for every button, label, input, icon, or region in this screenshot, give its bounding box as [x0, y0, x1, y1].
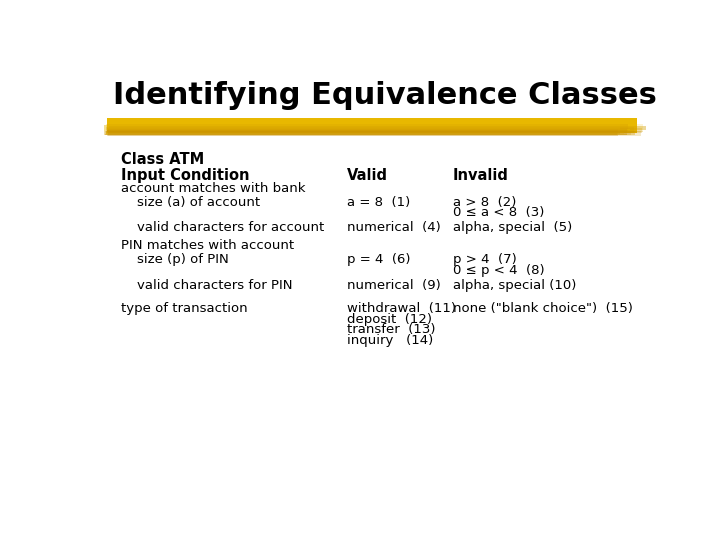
Text: numerical  (9): numerical (9)	[347, 279, 441, 292]
Text: a = 8  (1): a = 8 (1)	[347, 196, 410, 209]
Text: account matches with bank: account matches with bank	[121, 182, 305, 195]
Text: 0 ≤ a < 8  (3): 0 ≤ a < 8 (3)	[453, 206, 544, 219]
Text: withdrawal  (11): withdrawal (11)	[347, 302, 456, 315]
Text: 0 ≤ p < 4  (8): 0 ≤ p < 4 (8)	[453, 264, 544, 276]
Text: valid characters for PIN: valid characters for PIN	[138, 279, 293, 292]
Bar	[107, 118, 637, 133]
Bar	[109, 131, 618, 133]
Bar	[108, 131, 642, 136]
Text: alpha, special (10): alpha, special (10)	[453, 279, 576, 292]
Bar	[109, 126, 646, 130]
Text: p = 4  (6): p = 4 (6)	[347, 253, 410, 266]
Text: none ("blank choice")  (15): none ("blank choice") (15)	[453, 302, 633, 315]
Bar	[105, 134, 627, 136]
Bar	[105, 131, 644, 132]
Text: Invalid: Invalid	[453, 168, 508, 183]
Bar	[104, 125, 627, 131]
Text: a > 8  (2): a > 8 (2)	[453, 196, 516, 209]
Text: numerical  (4): numerical (4)	[347, 221, 441, 234]
Text: Input Condition: Input Condition	[121, 168, 249, 183]
Bar	[106, 131, 620, 134]
Bar	[106, 127, 634, 132]
Text: valid characters for account: valid characters for account	[138, 221, 325, 234]
Bar	[107, 130, 618, 136]
Text: inquiry   (14): inquiry (14)	[347, 334, 433, 347]
Text: Identifying Equivalence Classes: Identifying Equivalence Classes	[114, 82, 657, 111]
Bar	[106, 124, 623, 130]
Text: size (a) of account: size (a) of account	[138, 196, 261, 209]
Text: deposit  (12): deposit (12)	[347, 313, 432, 326]
Bar	[106, 131, 617, 134]
Bar	[104, 131, 636, 136]
Bar	[107, 129, 630, 130]
Bar	[104, 132, 631, 136]
Bar	[107, 124, 620, 130]
Bar	[107, 124, 628, 131]
Bar	[106, 132, 624, 134]
Text: type of transaction: type of transaction	[121, 302, 247, 315]
Text: alpha, special  (5): alpha, special (5)	[453, 221, 572, 234]
Text: Class ATM: Class ATM	[121, 152, 204, 167]
Text: size (p) of PIN: size (p) of PIN	[138, 253, 229, 266]
Text: Valid: Valid	[347, 168, 387, 183]
Bar	[109, 124, 644, 131]
Text: p > 4  (7): p > 4 (7)	[453, 253, 516, 266]
Bar	[107, 129, 627, 136]
Text: PIN matches with account: PIN matches with account	[121, 239, 294, 252]
Text: transfer  (13): transfer (13)	[347, 323, 435, 336]
Bar	[107, 127, 642, 133]
